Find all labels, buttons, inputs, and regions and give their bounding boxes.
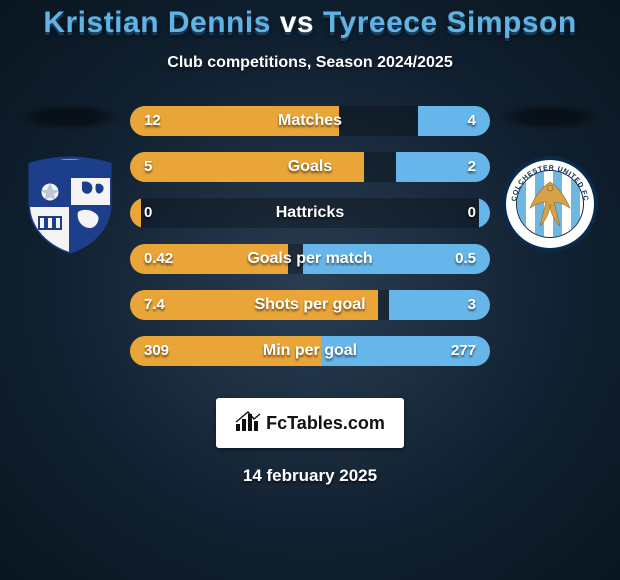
brand-badge[interactable]: FcTables.com (216, 398, 404, 448)
bars-icon (235, 410, 261, 437)
tranmere-rovers-crest (20, 154, 120, 254)
stat-row: Shots per goal7.4 3 (130, 290, 490, 320)
stat-value-right: 4 (468, 106, 476, 136)
date-label: 14 february 2025 (0, 466, 620, 486)
player-left-name: Kristian Dennis (43, 6, 271, 39)
stat-label: Hattricks (130, 198, 490, 228)
brand-text: FcTables.com (266, 413, 385, 434)
stat-value-left: 7.4 (144, 290, 165, 320)
stat-value-left: 5 (144, 152, 152, 182)
player-shadow (499, 104, 601, 130)
stat-value-left: 0.42 (144, 244, 173, 274)
stat-label: Goals (130, 152, 490, 182)
comparison-area: Matches12 4 Goals5 2 Hattricks0 0 Goals per ma… (0, 106, 620, 382)
player-right-name: Tyreece Simpson (323, 6, 577, 39)
stat-label: Shots per goal (130, 290, 490, 320)
comparison-card: Kristian Dennis vs Tyreece Simpson Club … (0, 0, 620, 580)
stat-label: Matches (130, 106, 490, 136)
colchester-united-crest: COLCHESTER UNITED FC (500, 154, 600, 254)
stat-value-right: 3 (468, 290, 476, 320)
stat-value-right: 0 (468, 198, 476, 228)
stat-value-right: 277 (451, 336, 476, 366)
vs-label: vs (280, 6, 314, 39)
left-player-column (10, 106, 130, 382)
stat-value-left: 12 (144, 106, 161, 136)
stat-label: Min per goal (130, 336, 490, 366)
right-player-column: COLCHESTER UNITED FC (490, 106, 610, 382)
stat-row: Min per goal309 277 (130, 336, 490, 366)
stat-row: Hattricks0 0 (130, 198, 490, 228)
stat-row: Goals5 2 (130, 152, 490, 182)
stat-value-right: 2 (468, 152, 476, 182)
subtitle: Club competitions, Season 2024/2025 (0, 54, 620, 72)
stat-value-right: 0.5 (455, 244, 476, 274)
stats-container: Matches12 4 Goals5 2 Hattricks0 0 Goals per ma… (130, 106, 490, 382)
stat-row: Goals per match0.42 0.5 (130, 244, 490, 274)
stat-value-left: 0 (144, 198, 152, 228)
page-title: Kristian Dennis vs Tyreece Simpson (0, 6, 620, 40)
player-shadow (19, 104, 121, 130)
stat-value-left: 309 (144, 336, 169, 366)
stat-label: Goals per match (130, 244, 490, 274)
stat-row: Matches12 4 (130, 106, 490, 136)
